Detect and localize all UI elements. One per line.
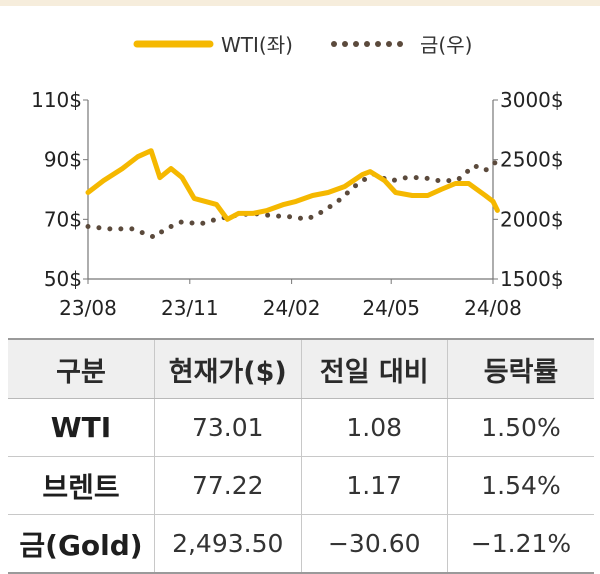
legend-gold-swatch-dot bbox=[375, 41, 381, 47]
x-tick-label: 23/11 bbox=[161, 296, 219, 320]
y-right-tick-label: 2000$ bbox=[500, 207, 564, 231]
price-chart: WTI(좌) 금(우) 110$ 90$ 70$ 50$ 3000$ 2500$ 2000$ 15… bbox=[0, 6, 600, 336]
current-price-cell: 73.01 bbox=[155, 399, 302, 457]
legend-gold-label: 금(우) bbox=[420, 33, 472, 57]
table-header-row: 구분 현재가($) 전일 대비 등락률 bbox=[8, 339, 594, 399]
row-label: 금(Gold) bbox=[8, 515, 155, 574]
table-row: 금(Gold) 2,493.50 −30.60 −1.21% bbox=[8, 515, 594, 574]
price-table: 구분 현재가($) 전일 대비 등락률 WTI 73.01 1.08 1.50%… bbox=[8, 338, 594, 574]
x-tick-label: 24/08 bbox=[464, 296, 522, 320]
y-left-tick-label: 70$ bbox=[44, 207, 82, 231]
current-price-cell: 2,493.50 bbox=[155, 515, 302, 574]
header-change: 전일 대비 bbox=[301, 339, 448, 399]
header-current-price: 현재가($) bbox=[155, 339, 302, 399]
y-left-tick-label: 50$ bbox=[44, 267, 82, 291]
legend-gold-swatch-dot bbox=[353, 41, 359, 47]
change-rate-cell: 1.50% bbox=[448, 399, 595, 457]
legend-gold-swatch-dot bbox=[397, 41, 403, 47]
change-cell: −30.60 bbox=[301, 515, 448, 574]
legend-gold-swatch-dot bbox=[364, 41, 370, 47]
legend-gold-swatch-dot bbox=[331, 41, 337, 47]
table-row: WTI 73.01 1.08 1.50% bbox=[8, 399, 594, 457]
y-left-tick-label: 90$ bbox=[44, 148, 82, 172]
y-right-tick-label: 1500$ bbox=[500, 267, 564, 291]
header-change-rate: 등락률 bbox=[448, 339, 595, 399]
header-category: 구분 bbox=[8, 339, 155, 399]
legend-wti-label: WTI(좌) bbox=[221, 33, 293, 57]
legend-gold-swatch-dot bbox=[342, 41, 348, 47]
y-right-tick-label: 3000$ bbox=[500, 88, 564, 112]
y-right-tick-label: 2500$ bbox=[500, 148, 564, 172]
series-gold-line bbox=[88, 161, 497, 237]
x-tick-label: 24/02 bbox=[263, 296, 321, 320]
change-rate-cell: 1.54% bbox=[448, 457, 595, 515]
row-label: 브렌트 bbox=[8, 457, 155, 515]
series-wti-line bbox=[88, 151, 497, 220]
table-row: 브렌트 77.22 1.17 1.54% bbox=[8, 457, 594, 515]
change-cell: 1.17 bbox=[301, 457, 448, 515]
x-tick-label: 24/05 bbox=[362, 296, 420, 320]
row-label: WTI bbox=[8, 399, 155, 457]
y-left-tick-label: 110$ bbox=[31, 88, 82, 112]
change-cell: 1.08 bbox=[301, 399, 448, 457]
change-rate-cell: −1.21% bbox=[448, 515, 595, 574]
legend-gold-swatch-dot bbox=[386, 41, 392, 47]
current-price-cell: 77.22 bbox=[155, 457, 302, 515]
x-tick-label: 23/08 bbox=[59, 296, 117, 320]
